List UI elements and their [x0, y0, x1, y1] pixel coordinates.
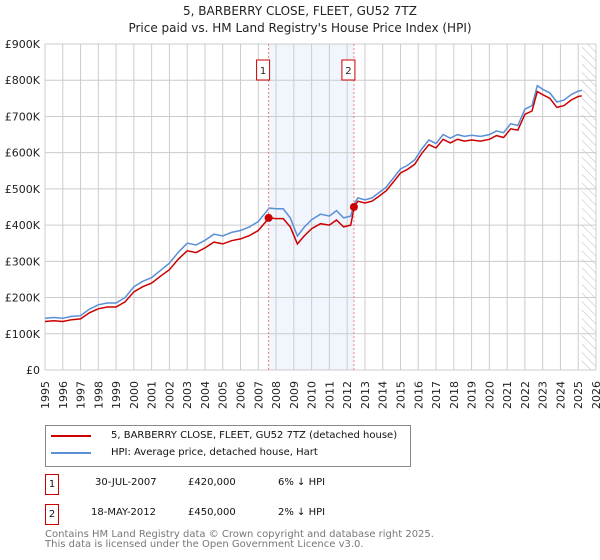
x-tick-label: 2001: [146, 381, 159, 409]
footer: Contains HM Land Registry data © Crown c…: [45, 530, 434, 550]
x-tick-label: 1999: [110, 381, 123, 409]
x-tick-label: 1997: [75, 381, 88, 409]
footer-licence: This data is licensed under the Open Gov…: [45, 539, 364, 550]
x-tick-label: 2005: [217, 381, 230, 409]
sale-date: 30-JUL-2007: [95, 477, 157, 488]
y-tick-label: £800K: [5, 74, 41, 87]
x-tick-label: 2015: [394, 381, 407, 409]
x-tick-label: 2010: [306, 381, 319, 409]
x-tick-label: 2020: [483, 381, 496, 409]
x-tick-label: 2002: [163, 381, 176, 409]
price-chart: 5, BARBERRY CLOSE, FLEET, GU52 7TZ Price…: [5, 4, 600, 409]
x-tick-label: 2009: [288, 381, 301, 409]
sale-price: £420,000: [188, 477, 236, 488]
sale-label: 2: [345, 66, 351, 77]
x-tick-label: 2004: [199, 381, 212, 409]
x-tick-label: 2007: [252, 381, 265, 409]
x-tick-label: 2023: [537, 381, 550, 409]
legend-property: 5, BARBERRY CLOSE, FLEET, GU52 7TZ (deta…: [111, 430, 398, 441]
sale-price: £450,000: [188, 507, 236, 518]
y-tick-label: £300K: [5, 255, 41, 268]
legend: 5, BARBERRY CLOSE, FLEET, GU52 7TZ (deta…: [45, 425, 411, 467]
x-tick-label: 2022: [519, 381, 532, 409]
hpi-line: [44, 84, 582, 319]
sale-date: 18-MAY-2012: [91, 507, 157, 518]
y-tick-label: £100K: [5, 328, 41, 341]
x-tick-label: 2012: [341, 381, 354, 409]
x-tick-label: 2003: [181, 381, 194, 409]
forecast-hatch: [581, 44, 596, 370]
property-price-line: [44, 90, 582, 323]
legend-blue-line: [51, 451, 91, 454]
x-tick-label: 2006: [235, 381, 248, 409]
x-tick-label: 2017: [430, 381, 443, 409]
chart-title: 5, BARBERRY CLOSE, FLEET, GU52 7TZ: [183, 4, 417, 18]
sale-label: 1: [260, 66, 266, 77]
x-tick-label: 1998: [92, 381, 105, 409]
x-tick-label: 1995: [39, 381, 52, 409]
y-tick-label: £700K: [5, 110, 41, 123]
x-tick-label: 2008: [270, 381, 283, 409]
x-tick-label: 2019: [466, 381, 479, 409]
sale-point: [264, 213, 273, 222]
sale-label-box: [341, 59, 356, 81]
y-tick-label: £900K: [5, 38, 41, 51]
x-tick-label: 2016: [412, 381, 425, 409]
sale-point: [349, 203, 358, 211]
sale-label-box: [256, 59, 271, 81]
sale-hpi-diff: 6% ↓ HPI: [278, 477, 326, 488]
y-tick-label: £600K: [5, 147, 41, 160]
x-tick-label: 1996: [57, 381, 70, 409]
x-tick-label: 2011: [323, 381, 336, 409]
legend-red-line: [51, 434, 91, 437]
x-tick-label: 2021: [501, 381, 514, 409]
legend-hpi: HPI: Average price, detached house, Hart: [111, 447, 318, 458]
x-tick-label: 2018: [448, 381, 461, 409]
x-tick-label: 2024: [554, 381, 567, 409]
sale-badge: 2: [45, 504, 59, 525]
x-tick-label: 2013: [359, 381, 372, 409]
y-tick-label: £0: [26, 364, 40, 377]
footer-copyright: Contains HM Land Registry data © Crown c…: [45, 529, 434, 540]
sale-hpi-diff: 2% ↓ HPI: [278, 507, 326, 518]
x-tick-label: 2014: [377, 381, 390, 409]
x-tick-label: 2000: [128, 381, 141, 409]
chart-subtitle: Price paid vs. HM Land Registry's House …: [128, 21, 471, 35]
y-tick-label: £200K: [5, 292, 41, 305]
x-tick-label: 2025: [572, 381, 585, 409]
sale-badge: 1: [45, 474, 59, 495]
x-tick-label: 2026: [590, 381, 600, 409]
y-tick-label: £500K: [5, 183, 41, 196]
y-tick-label: £400K: [5, 219, 41, 232]
